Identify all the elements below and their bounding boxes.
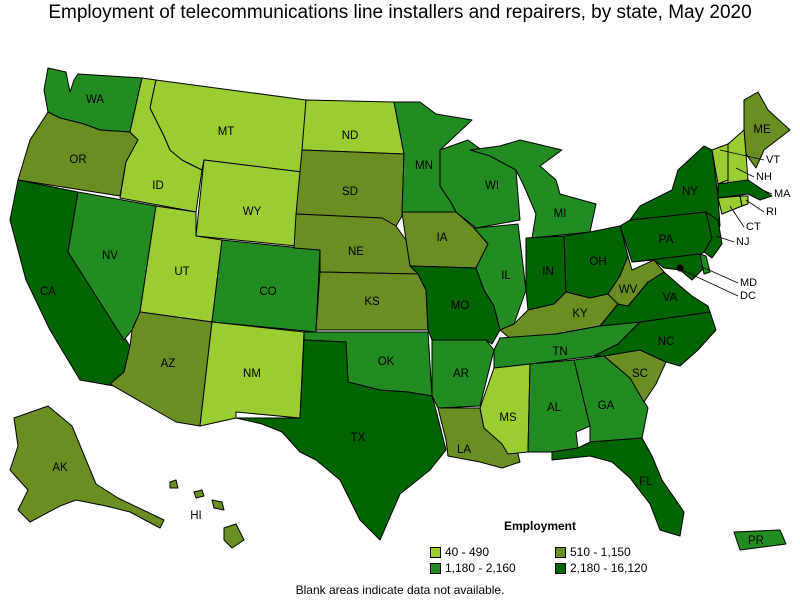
state-FL[interactable] (551, 437, 685, 537)
state-label-UT: UT (174, 266, 189, 278)
state-label-KY: KY (572, 308, 588, 320)
state-WV[interactable] (607, 255, 665, 307)
state-label-SD: SD (342, 186, 358, 198)
state-label-WA: WA (86, 94, 104, 106)
state-label-OR: OR (69, 154, 86, 166)
legend-label-40-490: 40 - 490 (445, 545, 490, 559)
legend-label-1180-2160: 1,180 - 2,160 (445, 561, 516, 575)
state-NJ[interactable] (703, 211, 723, 259)
state-label-MN: MN (415, 160, 433, 172)
state-label-SC: SC (632, 368, 648, 380)
state-label-MA: MA (774, 188, 791, 200)
legend-swatch-1180-2160 (430, 562, 441, 574)
legend-item-510-1150: 510 - 1,150 (555, 545, 631, 559)
state-label-AK: AK (52, 462, 68, 474)
state-label-OK: OK (378, 356, 395, 368)
state-label-NV: NV (102, 250, 118, 262)
state-label-HI: HI (190, 510, 202, 522)
legend-item-1180-2160: 1,180 - 2,160 (430, 561, 516, 575)
state-HI[interactable] (169, 479, 245, 549)
footnote: Blank areas indicate data not available. (295, 583, 505, 597)
state-label-ND: ND (342, 130, 359, 142)
state-label-AL: AL (547, 402, 562, 414)
state-label-VT: VT (766, 154, 780, 166)
state-labels: WA OR CA ID NV MT WY UT AZ CO NM ND SD N… (40, 94, 791, 547)
state-label-NJ: NJ (736, 236, 749, 248)
legend-swatch-40-490 (430, 546, 441, 558)
legend-label-2180-16120: 2,180 - 16,120 (570, 561, 648, 575)
state-label-WY: WY (243, 206, 262, 218)
state-AR[interactable] (431, 339, 495, 409)
state-label-IL: IL (501, 270, 511, 282)
state-ND[interactable] (301, 99, 405, 155)
state-AK[interactable] (9, 405, 165, 529)
state-label-MD: MD (740, 277, 757, 289)
state-label-AR: AR (453, 368, 469, 380)
state-label-RI: RI (766, 206, 777, 218)
state-label-NY: NY (682, 186, 698, 198)
legend-title: Employment (504, 519, 577, 533)
state-label-AZ: AZ (161, 358, 176, 370)
state-label-VA: VA (663, 292, 678, 304)
state-label-NC: NC (658, 336, 675, 348)
state-label-ME: ME (753, 124, 771, 136)
state-NH[interactable] (727, 129, 749, 185)
state-label-GA: GA (598, 400, 615, 412)
state-label-PR: PR (748, 535, 764, 547)
state-DC[interactable] (676, 264, 684, 272)
state-PR[interactable] (733, 529, 787, 551)
state-label-KS: KS (364, 296, 380, 308)
state-WI[interactable] (439, 139, 521, 229)
state-label-CO: CO (259, 286, 276, 298)
legend-item-40-490: 40 - 490 (430, 545, 489, 559)
state-label-MI: MI (554, 208, 567, 220)
state-label-WV: WV (619, 284, 638, 296)
state-label-TX: TX (351, 432, 366, 444)
state-label-MO: MO (451, 300, 470, 312)
label-leader-lines (681, 149, 773, 297)
state-label-MT: MT (218, 126, 235, 138)
state-label-CT: CT (746, 221, 761, 233)
state-label-LA: LA (457, 444, 471, 456)
state-label-DC: DC (740, 290, 756, 302)
state-label-NH: NH (756, 171, 772, 183)
state-label-PA: PA (659, 234, 674, 246)
legend-swatch-2180-16120 (555, 562, 566, 574)
state-CT[interactable] (717, 195, 743, 215)
legend-swatch-510-1150 (555, 546, 566, 558)
state-label-MS: MS (499, 412, 517, 424)
state-label-IN: IN (542, 266, 554, 278)
state-NC[interactable] (593, 311, 717, 367)
state-MI[interactable] (469, 139, 597, 239)
state-label-OH: OH (589, 256, 606, 268)
state-TX[interactable] (235, 339, 447, 541)
state-label-CA: CA (40, 286, 56, 298)
state-label-FL: FL (639, 476, 653, 488)
legend-item-2180-16120: 2,180 - 16,120 (555, 561, 647, 575)
state-label-TN: TN (552, 346, 567, 358)
state-label-NM: NM (243, 368, 261, 380)
state-label-IA: IA (437, 232, 448, 244)
state-label-WI: WI (485, 180, 499, 192)
state-WY[interactable] (195, 159, 303, 247)
state-RI[interactable] (739, 195, 749, 207)
map-title: Employment of telecommunications line in… (48, 2, 752, 23)
state-label-ID: ID (152, 180, 164, 192)
legend-label-510-1150: 510 - 1,150 (570, 545, 631, 559)
state-label-NE: NE (348, 246, 364, 258)
state-IL[interactable] (473, 223, 527, 331)
